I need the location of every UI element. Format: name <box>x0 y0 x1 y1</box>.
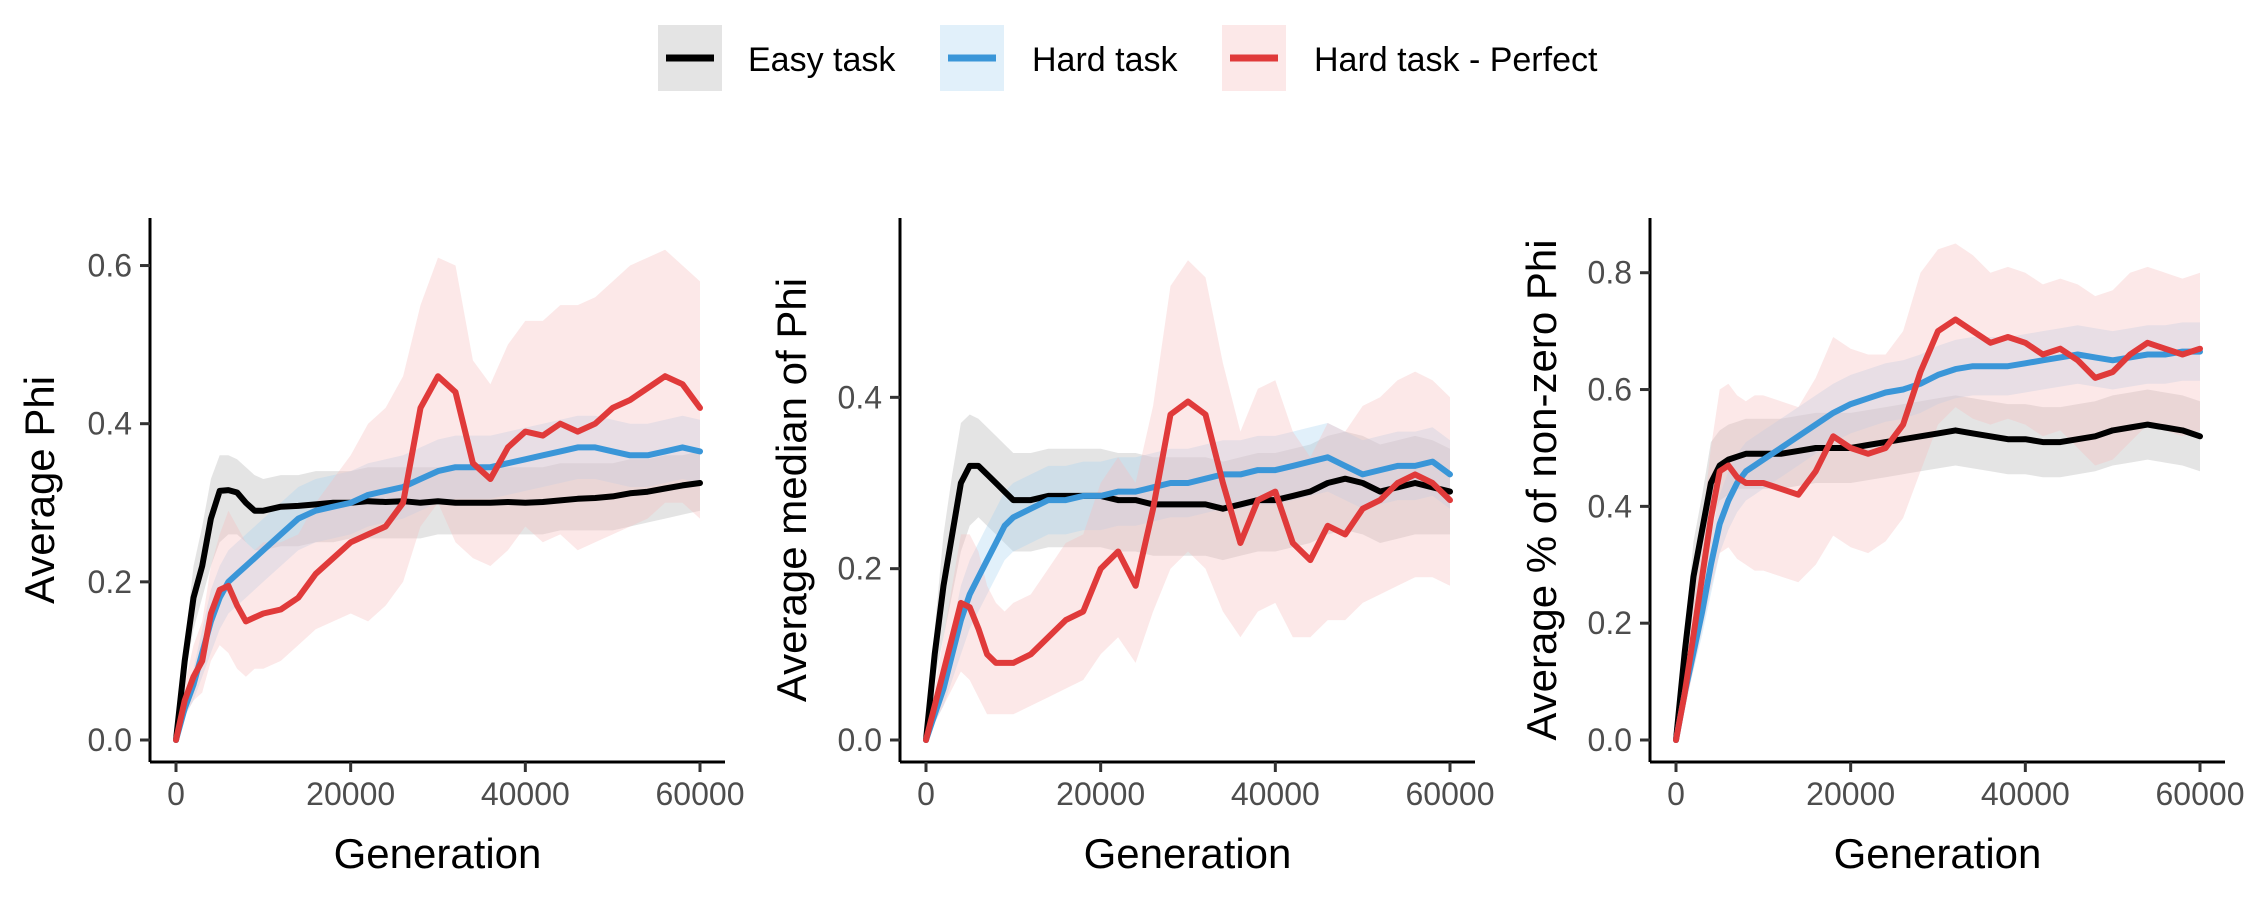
y-axis-title: Average % of non-zero Phi <box>1518 239 1565 740</box>
series-line-1 <box>173 480 703 743</box>
legend-item-2: Hard task <box>940 25 1178 91</box>
y-tick-label: 0.6 <box>88 248 132 284</box>
x-tick-label: 60000 <box>1406 776 1495 812</box>
y-tick-label: 0.8 <box>1588 255 1632 291</box>
x-tick-label: 20000 <box>1806 776 1895 812</box>
y-axis-title: Average Phi <box>16 376 63 604</box>
x-tick-label: 40000 <box>1981 776 2070 812</box>
y-tick-label: 0.4 <box>88 406 132 442</box>
y-tick-label: 0.4 <box>838 379 882 415</box>
x-axis-title: Generation <box>1834 830 2042 877</box>
series-band-1 <box>1676 389 2200 740</box>
x-tick-label: 20000 <box>306 776 395 812</box>
x-tick-label: 40000 <box>1231 776 1320 812</box>
series-line-2 <box>923 454 1453 743</box>
panel-2: 0.0 0.2 0.4 0 20000 40000 60000 Generation Avera… <box>768 218 1494 877</box>
y-tick-label: 0.2 <box>1588 605 1632 641</box>
x-tick-label: 0 <box>917 776 935 812</box>
panel-3: 0.0 0.2 0.4 0.6 0.8 0 20000 40000 60000 Generatio… <box>1518 218 2244 877</box>
y-tick-label: 0.0 <box>1588 722 1632 758</box>
series-band-2 <box>176 415 700 740</box>
legend-item-1: Easy task <box>658 25 896 91</box>
x-tick-label: 60000 <box>2156 776 2245 812</box>
x-tick-label: 0 <box>1667 776 1685 812</box>
y-tick-label: 0.0 <box>88 722 132 758</box>
x-axis-title: Generation <box>1084 830 1292 877</box>
x-tick-label: 0 <box>167 776 185 812</box>
panel-1: 0.0 0.2 0.4 0.6 0 20000 40000 60000 Generation Av… <box>16 218 744 877</box>
x-tick-label: 40000 <box>481 776 570 812</box>
series-line-3 <box>1673 316 2203 743</box>
series-line-3 <box>173 373 703 743</box>
x-tick-label: 20000 <box>1056 776 1145 812</box>
y-tick-label: 0.2 <box>838 551 882 587</box>
series-band-3 <box>926 260 1450 740</box>
legend-label: Hard task <box>1032 41 1178 79</box>
series-band-3 <box>1676 243 2200 740</box>
y-tick-label: 0.2 <box>88 564 132 600</box>
y-tick-label: 0.6 <box>1588 372 1632 408</box>
series-band-3 <box>176 249 700 740</box>
y-tick-label: 0.4 <box>1588 488 1632 524</box>
series-band-1 <box>176 451 700 740</box>
series-line-3 <box>923 398 1453 743</box>
x-tick-label: 60000 <box>656 776 745 812</box>
series-line-1 <box>923 462 1453 743</box>
legend-label: Hard task - Perfect <box>1314 41 1598 79</box>
series-band-2 <box>1676 322 2200 740</box>
legend-label: Easy task <box>748 41 896 79</box>
chart-panels: 0.0 0.2 0.4 0.6 0 20000 40000 60000 Generation Av… <box>16 218 2244 877</box>
y-axis-title: Average median of Phi <box>768 278 815 702</box>
x-axis-title: Generation <box>334 830 542 877</box>
y-tick-label: 0.0 <box>838 722 882 758</box>
legend-item-3: Hard task - Perfect <box>1222 25 1598 91</box>
legend: Easy task Hard task Hard task - Perfect <box>658 25 1598 91</box>
series-line-2 <box>1673 348 2203 743</box>
